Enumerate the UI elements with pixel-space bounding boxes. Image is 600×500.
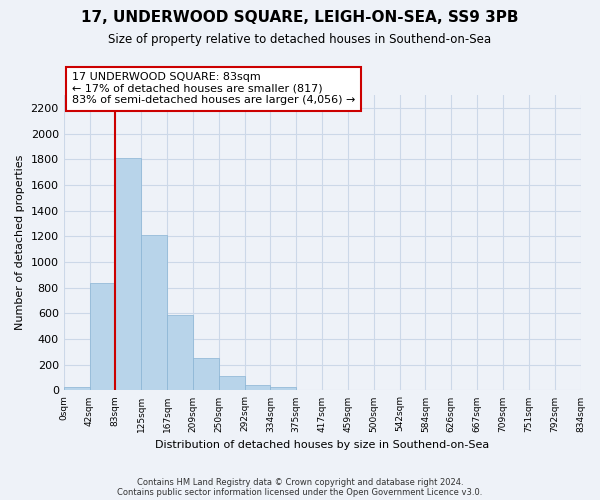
Bar bbox=[64, 387, 89, 390]
Text: 17, UNDERWOOD SQUARE, LEIGH-ON-SEA, SS9 3PB: 17, UNDERWOOD SQUARE, LEIGH-ON-SEA, SS9 … bbox=[81, 10, 519, 25]
Text: Size of property relative to detached houses in Southend-on-Sea: Size of property relative to detached ho… bbox=[109, 32, 491, 46]
Text: 17 UNDERWOOD SQUARE: 83sqm
← 17% of detached houses are smaller (817)
83% of sem: 17 UNDERWOOD SQUARE: 83sqm ← 17% of deta… bbox=[72, 72, 355, 106]
Text: Contains HM Land Registry data © Crown copyright and database right 2024.: Contains HM Land Registry data © Crown c… bbox=[137, 478, 463, 487]
Bar bbox=[245, 385, 271, 390]
Bar bbox=[271, 387, 296, 390]
Bar bbox=[115, 158, 141, 390]
Bar bbox=[167, 314, 193, 390]
Text: Contains public sector information licensed under the Open Government Licence v3: Contains public sector information licen… bbox=[118, 488, 482, 497]
Bar bbox=[141, 235, 167, 390]
Y-axis label: Number of detached properties: Number of detached properties bbox=[15, 155, 25, 330]
X-axis label: Distribution of detached houses by size in Southend-on-Sea: Distribution of detached houses by size … bbox=[155, 440, 489, 450]
Bar bbox=[219, 376, 245, 390]
Bar bbox=[89, 282, 115, 391]
Bar bbox=[193, 358, 219, 390]
